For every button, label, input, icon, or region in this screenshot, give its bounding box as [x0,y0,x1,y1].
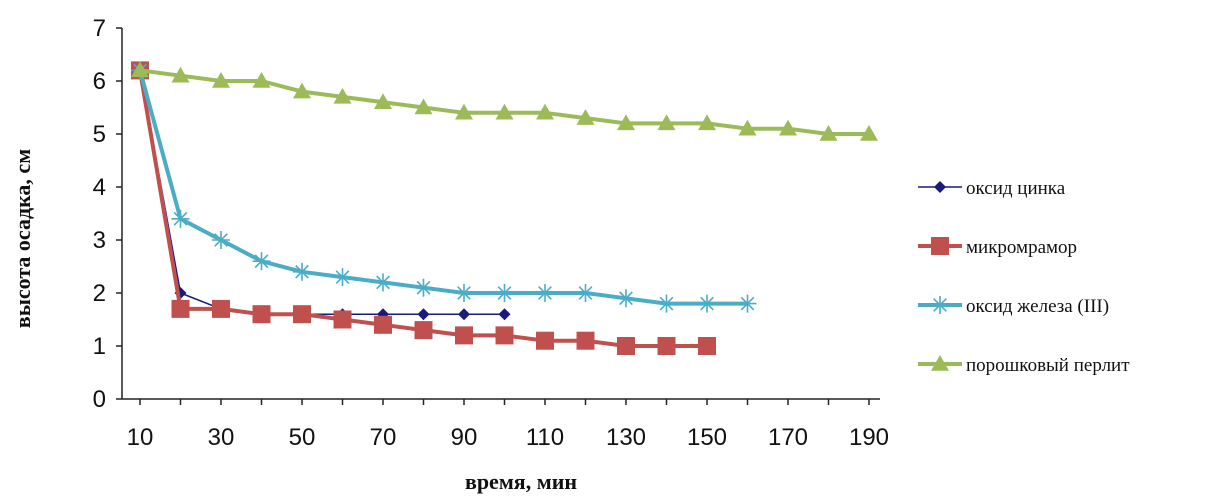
data-point [657,294,676,313]
data-point [293,262,311,281]
x-tick-label: 170 [768,424,808,451]
series-1 [131,61,716,355]
data-point [171,209,190,228]
x-tick-label: 150 [687,424,727,451]
y-tick-label: 4 [93,174,106,201]
data-point [860,125,878,141]
data-point [333,310,352,329]
series-line [139,68,869,136]
legend-marker [931,296,949,314]
series-0 [134,64,511,321]
x-tick-label: 30 [208,424,235,451]
axes: 0 1 2 3 4 5 6 7 10 30 50 70 90 110 130 150 170 190 [93,15,889,451]
legend-label: микромрамор [966,237,1077,258]
data-point [617,114,635,131]
y-tick-label: 1 [93,333,106,360]
data-point [374,93,392,109]
x-tick-label: 110 [526,424,564,451]
series-3 [131,61,878,141]
data-point [576,284,595,302]
data-point [819,125,838,141]
legend-marker [934,181,946,193]
legend-item: порошковый перлит [918,355,1130,376]
series-2 [131,61,757,313]
y-tick-label: 3 [93,227,106,254]
data-point [698,294,716,313]
legend-label: порошковый перлит [966,355,1130,376]
y-tick-label: 6 [93,68,106,95]
data-point [657,337,676,355]
legend-label: оксид цинка [966,178,1066,199]
data-point [698,114,716,131]
x-tick-label: 90 [451,424,478,451]
data-point [333,268,352,287]
legend-item: микромрамор [918,237,1077,258]
legend: оксид цинка микромрамор оксид железа (III)… [918,178,1130,376]
data-point [171,66,190,83]
data-point [333,87,352,104]
data-point [293,305,311,324]
x-axis-title: время, мин [465,469,577,494]
data-point [458,308,470,321]
data-point [414,278,433,297]
y-tick-label: 2 [93,280,106,307]
data-point [536,331,554,350]
data-point [252,305,271,324]
legend-marker [931,355,949,371]
data-point [414,321,433,340]
y-tick-label: 5 [93,121,106,148]
data-point [293,82,311,99]
y-tick-label: 7 [93,15,106,42]
series-layer [131,61,878,355]
data-point [252,252,271,271]
data-point [212,231,230,249]
data-point [495,103,514,120]
data-point [414,98,433,115]
x-tick-label: 10 [127,424,154,451]
x-tick-label: 130 [606,424,646,451]
data-point [171,299,190,318]
data-point [657,114,676,131]
legend-item: оксид железа (III) [918,296,1109,317]
data-point [738,119,757,136]
data-point [212,299,230,318]
data-point [374,273,392,292]
data-point [374,315,392,334]
data-point [131,61,149,78]
data-point [495,284,514,302]
series-line [139,70,505,315]
legend-marker [931,237,949,255]
data-point [495,326,514,345]
data-point [617,289,635,308]
data-point [536,103,554,120]
data-point [455,103,473,120]
legend-item: оксид цинка [918,178,1066,199]
data-point [738,294,757,313]
x-ticks: 10 30 50 70 90 110 130 150 170 190 [127,399,889,451]
y-axis-title: высота осадка, см [10,149,35,328]
x-tick-label: 190 [849,424,889,451]
data-point [498,308,511,321]
legend-label: оксид железа (III) [966,296,1109,317]
series-line [138,69,748,306]
data-point [455,284,473,302]
x-tick-label: 70 [370,424,397,451]
data-point [576,109,595,125]
y-ticks: 0 1 2 3 4 5 6 7 [93,15,122,413]
data-point [698,337,716,355]
data-point [779,119,797,136]
y-tick-label: 0 [93,386,106,413]
data-point [455,326,473,345]
data-point [617,337,635,355]
data-point [212,72,230,88]
data-point [536,284,554,302]
data-point [252,72,271,88]
data-point [417,308,430,321]
data-point [576,331,595,350]
x-tick-label: 50 [289,424,316,451]
